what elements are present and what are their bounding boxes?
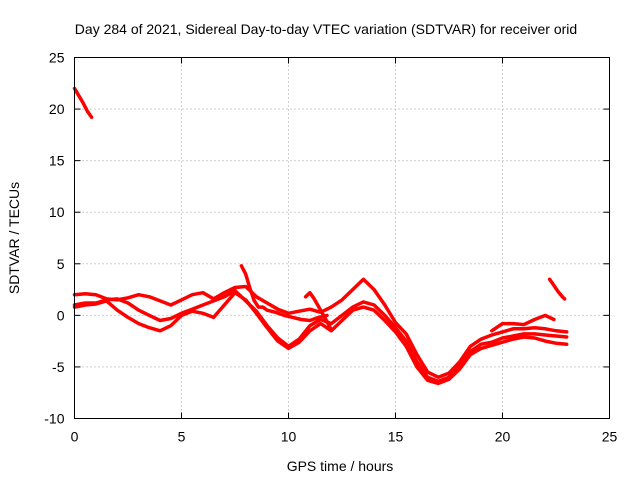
plot-series (72, 86, 569, 386)
x-axis-label: GPS time / hours (287, 458, 394, 474)
series-track-late-bump (490, 313, 556, 333)
x-tick-label: 0 (71, 429, 79, 445)
plot-frame (74, 57, 610, 419)
y-tick-label: -10 (44, 411, 64, 427)
series-track-noon-bump (303, 290, 334, 332)
x-tick-label: 25 (602, 429, 618, 445)
axis-ticks (74, 57, 610, 419)
series-track-mid (72, 288, 569, 384)
y-tick-label: 5 (57, 256, 65, 272)
x-tick-label: 10 (281, 429, 297, 445)
tick-labels: 0 5 10 15 20 25 -10 -5 0 5 10 15 20 25 (44, 50, 617, 445)
series-track-spike-8h (239, 264, 329, 323)
y-tick-label: 10 (49, 204, 65, 220)
y-tick-label: 25 (49, 50, 65, 66)
chart-title: Day 284 of 2021, Sidereal Day-to-day VTE… (75, 21, 577, 37)
y-tick-label: 20 (49, 101, 65, 117)
series-track-lower (72, 290, 569, 386)
y-axis-label: SDTVAR / TECUs (6, 182, 22, 294)
y-tick-label: 15 (49, 153, 65, 169)
x-tick-label: 5 (178, 429, 186, 445)
series-track-late-high (547, 277, 567, 301)
series-track-early-high (72, 86, 94, 120)
x-tick-label: 15 (388, 429, 404, 445)
grid-lines (74, 57, 610, 419)
x-tick-label: 20 (495, 429, 511, 445)
y-tick-label: 0 (57, 307, 65, 323)
y-tick-label: -5 (52, 359, 65, 375)
